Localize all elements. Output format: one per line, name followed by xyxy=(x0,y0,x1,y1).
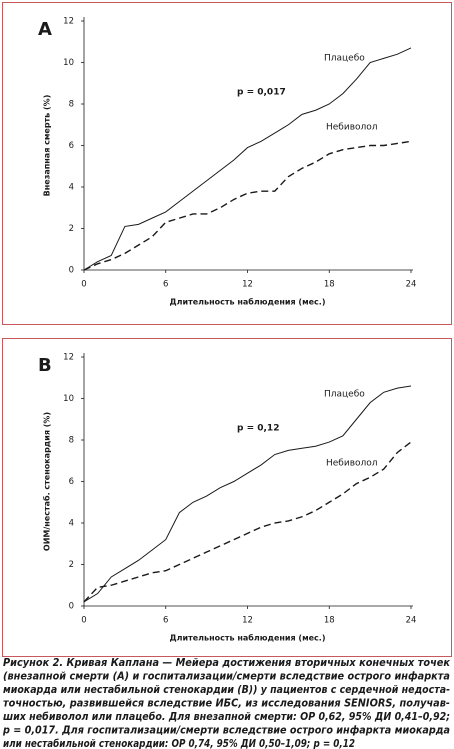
y-tick-label: 12 xyxy=(63,17,74,27)
x-tick-label: 12 xyxy=(242,616,253,626)
y-tick-label: 0 xyxy=(69,266,74,276)
caption-line: Рисунок 2. Кривая Каплана — Мейера дости… xyxy=(3,657,451,669)
y-tick-label: 8 xyxy=(69,100,74,110)
caption-line: точностью, развившейся вследствие ИБС, и… xyxy=(3,698,450,710)
series-label: Небиволол xyxy=(326,459,378,469)
series-line xyxy=(83,47,412,271)
y-tick-label: 2 xyxy=(69,224,74,234)
series-label: Плацебо xyxy=(324,390,365,400)
y-axis-label: ОИМ/нестаб. стенокардия (%) xyxy=(42,412,52,551)
x-tick-label: 6 xyxy=(163,280,168,290)
y-tick-label: 0 xyxy=(69,602,74,612)
x-tick-label: 18 xyxy=(324,616,335,626)
panel-frame xyxy=(2,338,452,657)
series-label: Небиволол xyxy=(326,123,378,133)
panel-letter: B xyxy=(38,355,52,376)
y-axis-label: Внезапная смерть (%) xyxy=(43,95,52,197)
y-tick-label: 6 xyxy=(69,477,74,487)
x-tick-label: 0 xyxy=(81,616,86,626)
series-line xyxy=(83,441,412,603)
annotation: p = 0,12 xyxy=(237,424,279,434)
caption-line: миокарда или нестабильной стенокардии (B… xyxy=(3,684,450,696)
panel-letter: A xyxy=(38,19,52,40)
annotation: p = 0,017 xyxy=(237,88,286,98)
series-line xyxy=(83,385,412,603)
x-tick-label: 18 xyxy=(324,280,335,290)
y-tick-label: 10 xyxy=(63,394,74,404)
x-tick-label: 24 xyxy=(406,616,417,626)
series-line xyxy=(83,140,412,271)
y-tick-label: 4 xyxy=(69,519,74,529)
caption-line: p = 0,017. Для госпитализации/смерти всл… xyxy=(2,725,450,737)
y-tick-label: 8 xyxy=(69,436,74,446)
y-tick-label: 10 xyxy=(63,58,74,68)
caption-line: или нестабильной стенокардии: ОР 0,74, 9… xyxy=(3,738,355,749)
caption-line: (внезапной смерти (А) и госпитализации/с… xyxy=(3,671,450,683)
x-tick-label: 6 xyxy=(163,616,168,626)
x-tick-label: 0 xyxy=(81,280,86,290)
y-tick-label: 12 xyxy=(63,353,74,363)
x-tick-label: 24 xyxy=(406,280,417,290)
x-tick-label: 12 xyxy=(242,280,253,290)
caption-line: ших небиволол или плацебо. Для внезапной… xyxy=(3,711,450,723)
x-axis-label: Длительность наблюдения (мес.) xyxy=(170,297,326,307)
y-tick-label: 2 xyxy=(69,560,74,570)
x-axis-label: Длительность наблюдения (мес.) xyxy=(170,633,326,643)
y-tick-label: 4 xyxy=(69,183,74,193)
series-label: Плацебо xyxy=(324,54,365,64)
y-tick-label: 6 xyxy=(69,141,74,151)
panel-frame xyxy=(2,2,452,325)
